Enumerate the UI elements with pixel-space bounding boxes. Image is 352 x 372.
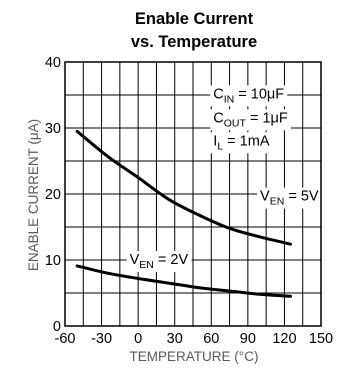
series-label-1-bg — [257, 187, 322, 209]
x-tick-label: 120 — [272, 331, 296, 347]
chart-title: Enable Current — [135, 10, 254, 28]
condition-cout-bg — [210, 109, 291, 131]
y-tick-label: 20 — [45, 187, 61, 203]
series-label-1: VEN = 5V — [260, 189, 319, 208]
x-tick-label: -60 — [55, 331, 76, 347]
x-tick-label: 60 — [203, 331, 219, 347]
series-label-2: VEN = 2V — [130, 252, 189, 271]
curves — [75, 129, 292, 298]
condition-cin: CIN = 10μF — [213, 86, 284, 105]
y-tick-label: 10 — [45, 253, 61, 269]
condition-cout: COUT = 1μF — [213, 110, 288, 129]
condition-il: IL = 1mA — [213, 133, 270, 152]
y-tick-label: 40 — [45, 55, 61, 71]
series-line-2 — [75, 264, 292, 298]
chart-subtitle: vs. Temperature — [131, 33, 257, 51]
x-tick-label: -30 — [91, 331, 112, 347]
y-axis-label: ENABLE CURRENT (μA) — [26, 119, 41, 271]
x-axis-label: TEMPERATURE (°C) — [130, 349, 259, 364]
condition-il-bg — [210, 132, 273, 154]
plot-frame — [64, 61, 322, 327]
y-tick-label: 0 — [53, 319, 61, 335]
x-tick-label: 30 — [167, 331, 183, 347]
series-label-2-bg — [126, 250, 192, 272]
tick-labels: -60 -30 0 30 60 90 120 150 0 10 20 30 40 — [45, 55, 333, 347]
x-tick-label: 0 — [134, 331, 142, 347]
condition-cin-bg — [210, 85, 288, 107]
annotations: CIN = 10μF COUT = 1μF IL = 1mA VEN = 5V VEN … — [126, 85, 322, 272]
series-line-1 — [75, 129, 292, 246]
x-tick-label: 150 — [309, 331, 333, 347]
y-tick-label: 30 — [45, 121, 61, 137]
x-tick-label: 90 — [240, 331, 256, 347]
